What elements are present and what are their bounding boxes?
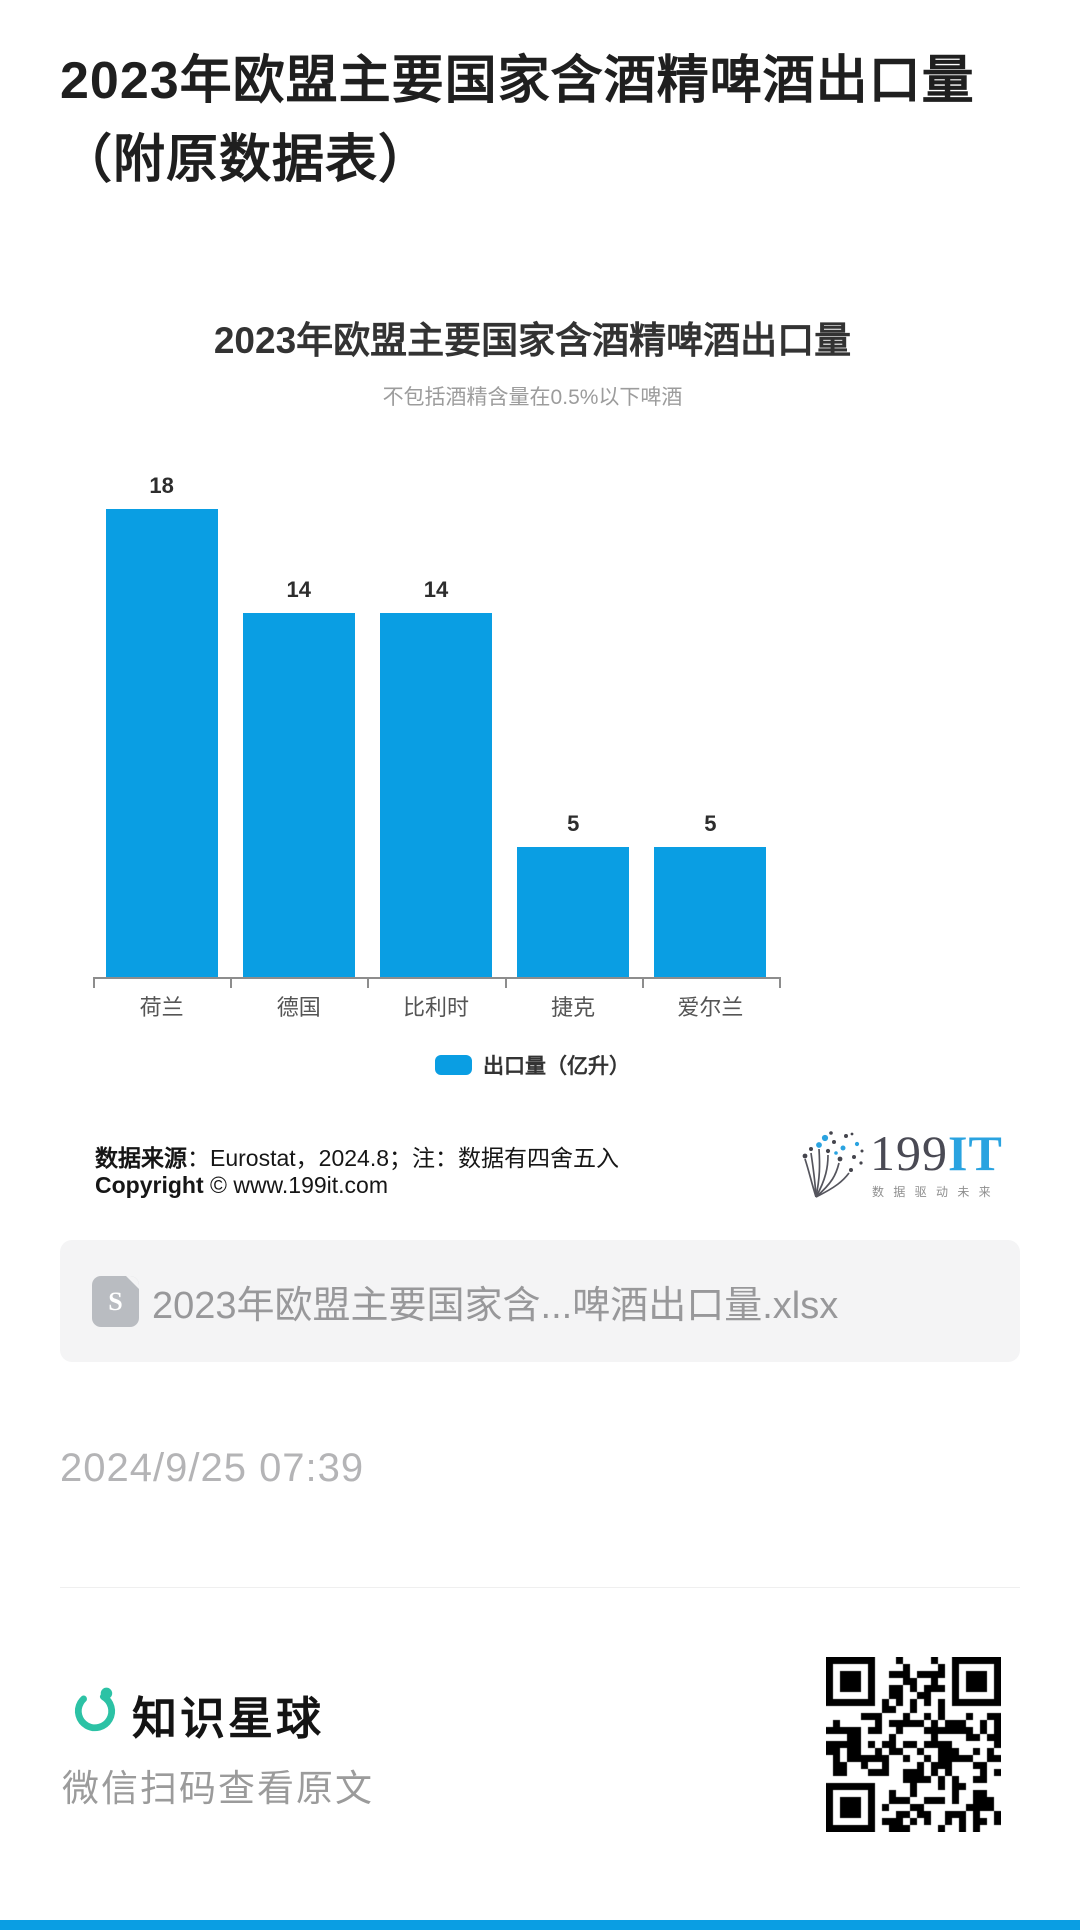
- legend-label: 出口量（亿升）: [483, 1055, 630, 1078]
- axis-tick: [367, 979, 370, 988]
- bar-value-label: 18: [149, 473, 174, 498]
- attachment-card[interactable]: S 2023年欧盟主要国家含...啤酒出口量.xlsx: [60, 1240, 1020, 1362]
- publish-timestamp: 2024/9/25 07:39: [60, 1446, 365, 1490]
- bar-value-label: 5: [704, 811, 717, 836]
- chart-subtitle: 不包括酒精含量在0.5%以下啤酒: [382, 386, 683, 409]
- bottom-accent-bar: [0, 1920, 1080, 1930]
- data-source-line: 数据来源：Eurostat，2024.8；注：数据有四舍五入: [95, 1139, 619, 1173]
- chart-title: 2023年欧盟主要国家含酒精啤酒出口量: [213, 320, 852, 361]
- bar-德国: [242, 613, 355, 977]
- bar-爱尔兰: [654, 847, 767, 977]
- bar-比利时: [380, 613, 492, 977]
- x-axis-label: 德国: [276, 995, 321, 1020]
- data-source-text: ：Eurostat，2024.8；注：数据有四舍五入: [187, 1145, 620, 1171]
- article-title: 2023年欧盟主要国家含酒精啤酒出口量（附原数据表）: [60, 52, 975, 189]
- dandelion-icon: [802, 1131, 864, 1198]
- bar-荷兰: [105, 509, 218, 977]
- x-axis-label: 比利时: [402, 995, 469, 1020]
- copyright-line: Copyright © www.199it.com: [95, 1172, 388, 1199]
- axis-tick: [504, 979, 507, 988]
- footer-tagline: 微信扫码查看原文: [62, 1768, 374, 1809]
- bar-value-label: 5: [567, 811, 580, 836]
- zsxq-logo-icon: [74, 1687, 116, 1732]
- axis-tick: [779, 979, 781, 988]
- 199it-wordmark: 199IT: [870, 1125, 1003, 1181]
- brand-name: 知识星球: [132, 1693, 325, 1744]
- x-axis-labels: 荷兰 德国 比利时 捷克 爱尔兰: [93, 990, 781, 1020]
- copyright-label: Copyright: [95, 1172, 204, 1198]
- bar-捷克: [517, 847, 630, 977]
- x-axis: [93, 977, 781, 988]
- footer-divider: [60, 1587, 1020, 1588]
- axis-tick: [230, 979, 233, 988]
- axis-tick: [93, 979, 95, 988]
- chart-legend: 出口量（亿升）: [0, 1050, 1065, 1080]
- attachment-filename: 2023年欧盟主要国家含...啤酒出口量.xlsx: [152, 1284, 839, 1327]
- axis-tick: [641, 979, 644, 988]
- file-icon-fold: [126, 1276, 139, 1289]
- plot-area: 18 14 14 5 5: [93, 473, 779, 977]
- x-axis-label: 爱尔兰: [677, 995, 744, 1020]
- 199it-tagline: 数 据 驱 动 未 来: [872, 1185, 994, 1199]
- bar-value-label: 14: [286, 577, 312, 602]
- x-axis-label: 捷克: [551, 995, 596, 1020]
- x-axis-label: 荷兰: [139, 995, 184, 1020]
- qr-code: [826, 1657, 1001, 1832]
- data-source-label: 数据来源: [95, 1145, 187, 1171]
- bar-value-label: 14: [423, 577, 449, 602]
- 199it-logo: 199IT 数 据 驱 动 未 来: [800, 1125, 1015, 1205]
- legend-swatch: [435, 1055, 472, 1075]
- xlsx-file-icon: S: [92, 1276, 139, 1327]
- file-icon-glyph: S: [108, 1286, 123, 1316]
- copyright-text: © www.199it.com: [203, 1172, 389, 1198]
